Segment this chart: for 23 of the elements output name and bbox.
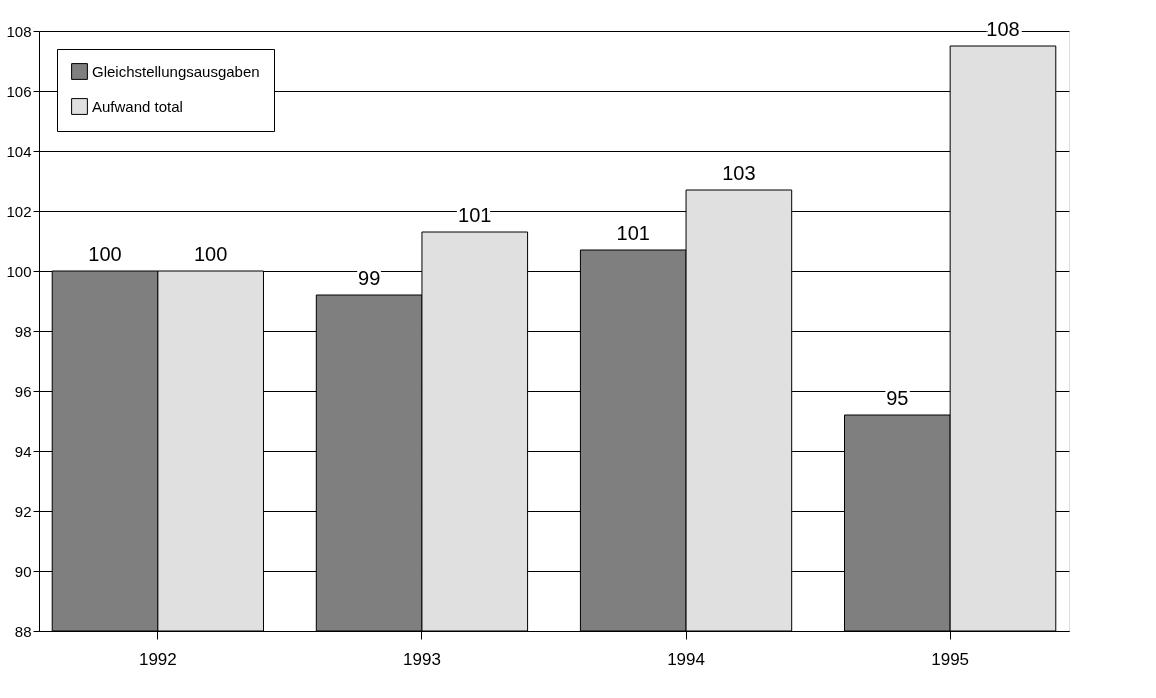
- data-label: 95: [886, 387, 909, 409]
- legend-label: Gleichstellungsausgaben: [92, 62, 260, 80]
- y-tick-label: 88: [14, 622, 32, 640]
- data-label: 103: [722, 162, 756, 184]
- x-tick-label: 1992: [138, 649, 177, 669]
- legend-label: Aufwand total: [92, 97, 183, 115]
- y-tick-label: 100: [6, 262, 32, 280]
- y-tick-label: 90: [14, 562, 32, 580]
- y-tick-label: 96: [14, 382, 32, 400]
- y-tick-label: 108: [6, 22, 32, 40]
- x-tick-label: 1993: [403, 649, 441, 669]
- y-tick-label: 102: [6, 202, 32, 220]
- y-tick-label: 92: [14, 502, 32, 520]
- y-tick-label: 104: [6, 142, 32, 160]
- data-label: 99: [358, 267, 381, 289]
- y-tick-label: 106: [6, 82, 32, 100]
- x-tick-label: 1995: [931, 649, 970, 669]
- data-label: 101: [616, 222, 650, 244]
- data-label: 100: [193, 243, 228, 265]
- x-tick-label: 1994: [667, 649, 705, 669]
- y-tick-label: 98: [14, 322, 32, 340]
- y-tick-label: 94: [14, 442, 32, 460]
- data-label: 100: [88, 243, 122, 265]
